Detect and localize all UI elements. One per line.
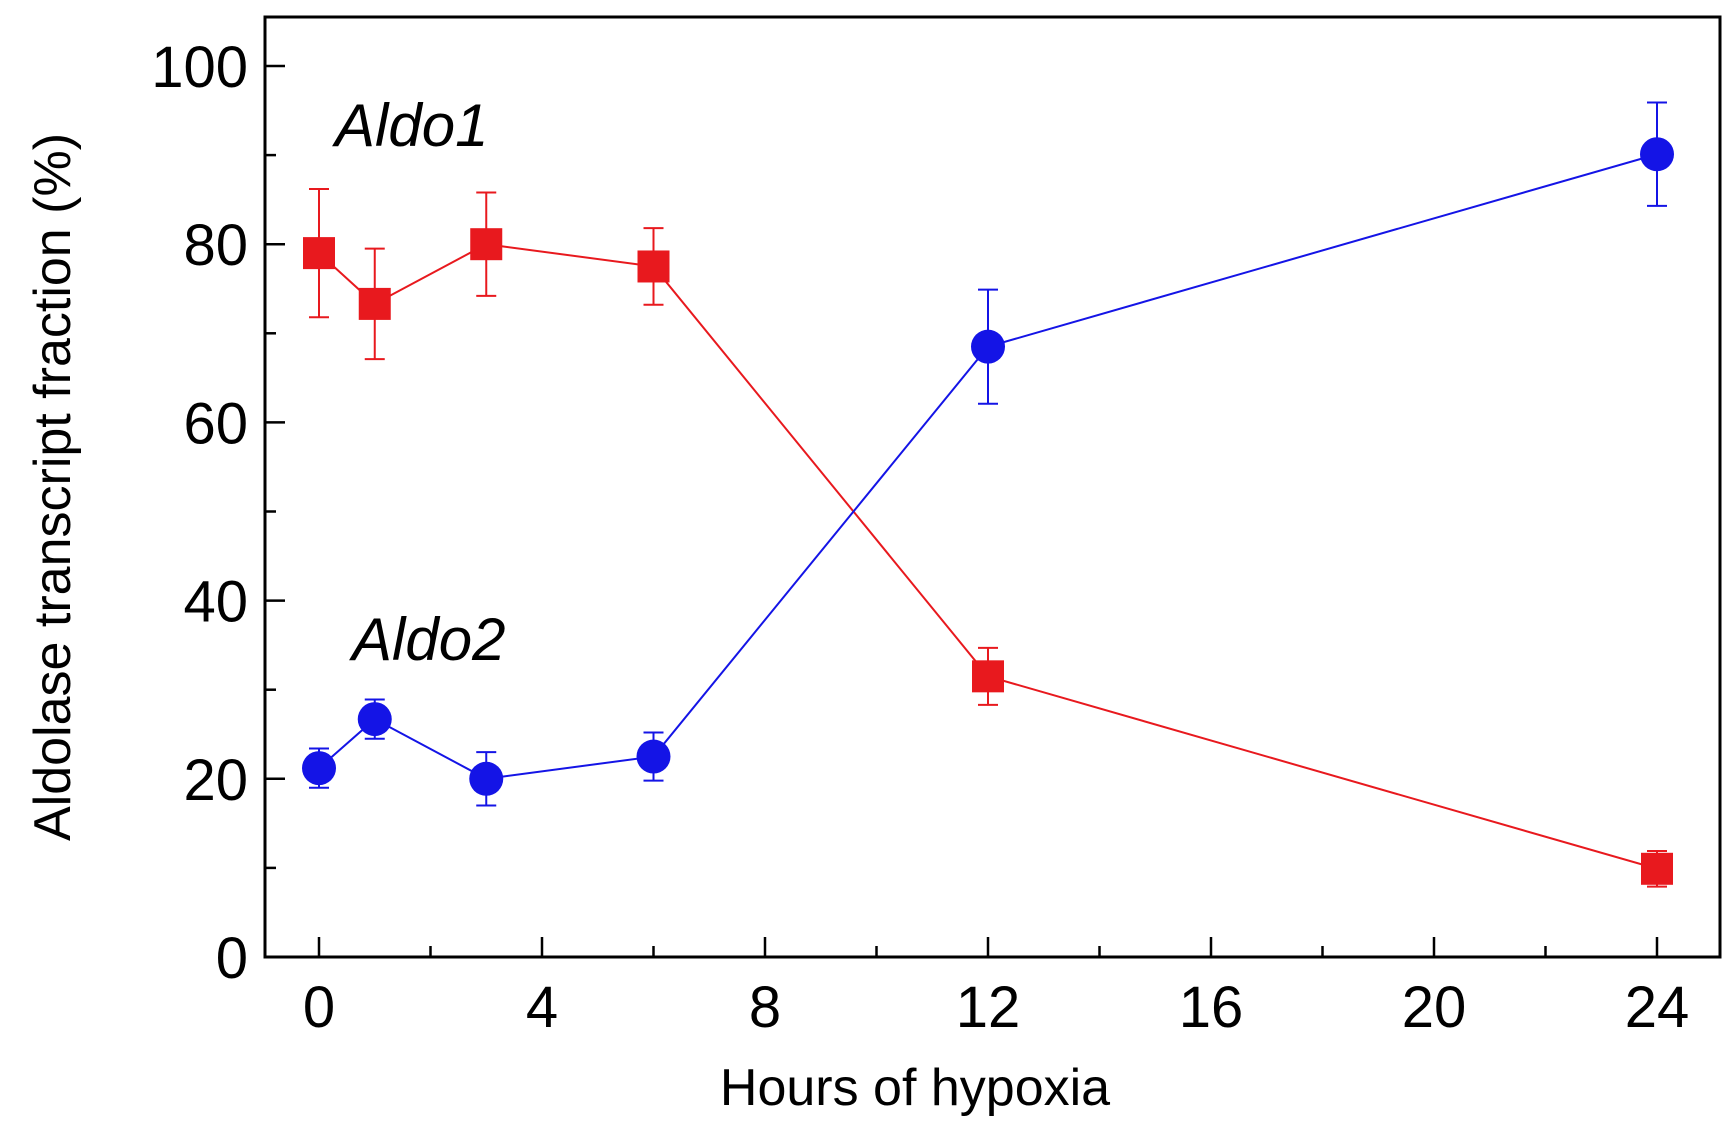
aldo1-point <box>637 250 670 283</box>
aldo2-point <box>971 329 1005 364</box>
x-tick-label: 12 <box>956 975 1021 1040</box>
aldo1-point <box>470 228 503 261</box>
x-tick-label: 24 <box>1625 975 1690 1040</box>
aldo1-point <box>303 237 335 270</box>
plot-frame <box>263 15 1722 959</box>
x-tick-label: 0 <box>303 975 335 1040</box>
y-tick-label: 0 <box>216 926 248 991</box>
aldo2-point <box>357 702 392 737</box>
aldo2-series-label: Aldo2 <box>349 606 505 673</box>
aldo2-series <box>302 101 1674 807</box>
x-tick-label: 4 <box>526 975 558 1040</box>
aldo1-point <box>358 287 391 320</box>
aldo1-point <box>972 660 1004 693</box>
y-tick-label: 60 <box>183 391 248 456</box>
aldo1-series-label: Aldo1 <box>332 92 488 159</box>
aldo2-point <box>469 761 504 796</box>
aldo1-series <box>303 187 1673 888</box>
y-tick-label: 80 <box>183 213 248 278</box>
axes: 0 4 8 12 16 20 24 0 20 40 60 80 100 <box>151 35 1689 1040</box>
aldo1-point <box>1641 852 1673 885</box>
x-tick-label: 16 <box>1179 975 1244 1040</box>
y-tick-label: 100 <box>151 35 248 100</box>
y-tick-label: 20 <box>183 748 248 813</box>
aldo2-point <box>302 751 336 786</box>
x-axis-title: Hours of hypoxia <box>720 1059 1110 1117</box>
y-tick-label: 40 <box>183 570 248 635</box>
x-tick-label: 8 <box>749 975 781 1040</box>
series-layer <box>302 101 1674 888</box>
aldo2-point <box>1640 137 1674 172</box>
aldo2-point <box>636 739 671 774</box>
x-tick-label: 20 <box>1402 975 1467 1040</box>
y-axis-title: Aldolase transcript fraction (%) <box>24 133 82 841</box>
